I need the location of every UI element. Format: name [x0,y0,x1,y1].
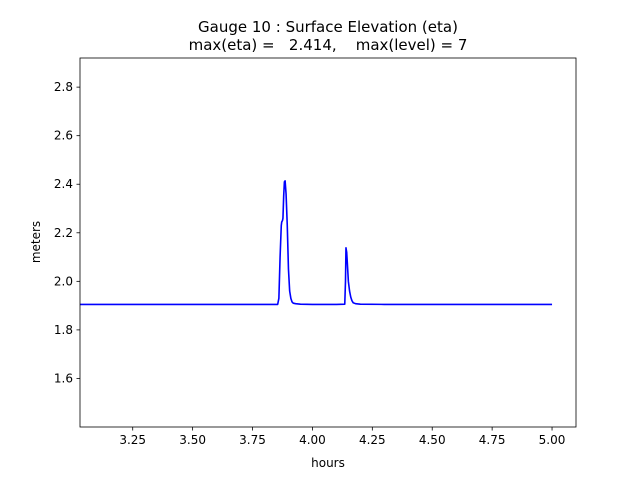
x-tick-label: 5.00 [539,433,566,447]
x-tick-label: 4.50 [419,433,446,447]
y-tick-label: 1.8 [54,323,73,337]
chart-title: Gauge 10 : Surface Elevation (eta) [198,18,458,36]
x-tick-label: 3.50 [179,433,206,447]
y-tick-label: 2.4 [54,177,73,191]
chart-subtitle: max(eta) = 2.414, max(level) = 7 [189,36,468,54]
x-tick-label: 3.75 [239,433,266,447]
y-tick-label: 2.6 [54,129,73,143]
y-tick-label: 1.6 [54,371,73,385]
y-tick-label: 2.8 [54,80,73,94]
y-tick-label: 2.2 [54,226,73,240]
x-tick-label: 3.25 [119,433,146,447]
x-axis-label: hours [311,456,345,470]
series-line-0 [80,180,553,306]
x-tick-label: 4.25 [359,433,386,447]
x-tick-label: 4.75 [479,433,506,447]
y-axis-label: meters [29,221,43,263]
plot-frame [79,57,577,428]
x-tick-label: 4.00 [299,433,326,447]
y-tick-label: 2.0 [54,274,73,288]
plot-area: 3.25 3.50 3.75 4.00 4.25 4.50 4.75 5.00 1.6 1.8 2.… [54,57,577,447]
